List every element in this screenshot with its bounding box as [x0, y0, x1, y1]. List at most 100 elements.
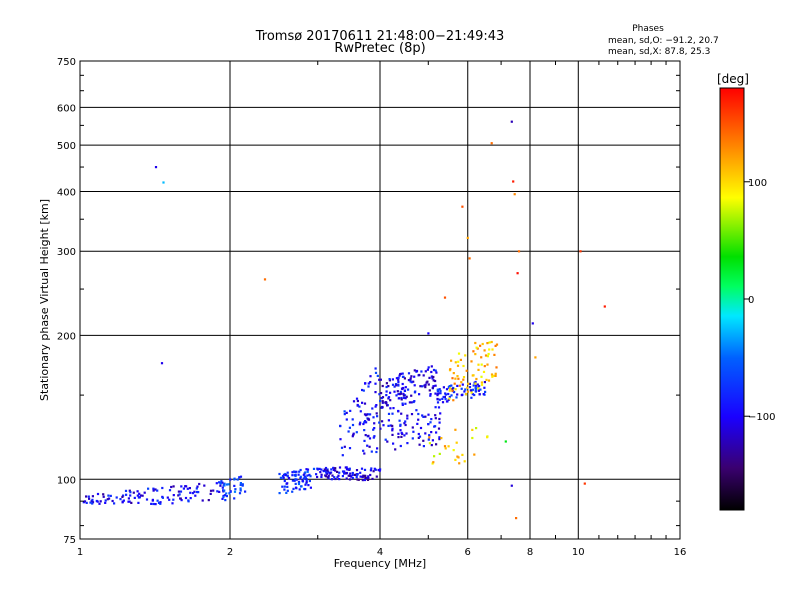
data-point — [145, 498, 149, 501]
data-point — [159, 501, 162, 504]
data-point — [160, 362, 164, 365]
data-point — [432, 375, 435, 379]
data-point — [162, 181, 165, 184]
data-point — [466, 236, 469, 239]
data-point — [343, 470, 346, 473]
data-point — [359, 475, 362, 478]
data-point — [339, 425, 342, 428]
data-point — [172, 494, 175, 497]
data-point — [330, 478, 333, 481]
data-point — [474, 387, 477, 390]
data-point — [437, 392, 440, 395]
data-point — [479, 388, 482, 391]
data-point — [348, 426, 351, 429]
data-point — [404, 386, 407, 389]
data-point — [400, 431, 403, 434]
data-point — [432, 368, 436, 372]
data-point — [430, 365, 433, 368]
data-point — [221, 497, 224, 500]
data-point — [351, 435, 354, 438]
x-tick-label: 4 — [377, 547, 383, 558]
data-point — [400, 392, 403, 395]
data-point — [121, 495, 124, 498]
data-point — [152, 487, 155, 490]
data-point — [87, 495, 90, 498]
data-point — [415, 369, 419, 373]
data-point — [431, 439, 434, 442]
data-point — [299, 475, 302, 478]
data-point — [413, 375, 416, 378]
data-point — [367, 382, 370, 385]
data-point — [385, 394, 388, 397]
data-point — [172, 498, 175, 501]
data-point — [486, 355, 489, 358]
y-tick-label: 600 — [57, 103, 76, 114]
data-point — [427, 332, 430, 335]
data-point — [308, 473, 311, 476]
data-point — [219, 482, 222, 485]
data-point — [374, 367, 377, 370]
data-point — [391, 424, 394, 427]
data-point — [325, 472, 328, 475]
data-point — [308, 479, 311, 483]
data-point — [228, 492, 231, 495]
data-point — [397, 432, 400, 435]
data-point — [386, 404, 389, 407]
data-point — [331, 474, 334, 477]
data-point — [402, 386, 405, 390]
data-point — [106, 498, 109, 501]
data-point — [345, 477, 348, 480]
colorbar-gradient — [719, 87, 745, 511]
data-point — [104, 499, 107, 502]
data-point — [379, 378, 382, 381]
data-point — [389, 424, 392, 427]
data-point — [440, 437, 443, 440]
data-point — [207, 499, 210, 502]
data-point — [293, 479, 296, 482]
data-point — [234, 488, 237, 491]
data-point — [185, 485, 188, 488]
data-point — [416, 422, 419, 425]
data-point — [387, 397, 390, 400]
data-point — [285, 491, 288, 494]
data-point — [286, 489, 289, 492]
data-point — [209, 492, 212, 495]
data-point — [378, 378, 381, 381]
data-point — [348, 474, 351, 477]
data-point — [133, 496, 136, 499]
data-point — [471, 388, 474, 391]
data-point — [403, 434, 406, 437]
data-point — [493, 353, 496, 356]
data-point — [327, 474, 330, 477]
y-tick-label: 200 — [57, 331, 76, 342]
data-point — [412, 380, 415, 383]
data-point — [424, 386, 427, 389]
y-axis-label: Stationary phase Virtual Height [km] — [38, 199, 51, 401]
data-point — [432, 461, 435, 464]
data-point — [458, 462, 461, 465]
data-point — [481, 342, 484, 346]
data-point — [441, 401, 445, 404]
data-point — [184, 496, 188, 500]
data-point — [96, 500, 99, 503]
data-point — [291, 471, 294, 474]
data-point — [189, 491, 192, 494]
data-point — [417, 412, 420, 416]
data-point — [404, 397, 407, 400]
data-point — [341, 470, 345, 473]
data-point — [222, 496, 225, 499]
data-point — [325, 471, 328, 474]
data-point — [198, 482, 201, 486]
data-point — [391, 429, 394, 432]
data-point — [418, 443, 421, 446]
data-point — [343, 413, 346, 416]
data-point — [468, 382, 471, 385]
data-point — [376, 415, 379, 418]
data-point — [348, 467, 351, 470]
data-point — [125, 493, 128, 496]
data-point — [372, 470, 375, 473]
data-point — [438, 417, 441, 421]
data-point — [374, 405, 377, 408]
data-point — [113, 502, 116, 505]
chart-title: Tromsø 20170611 21:48:00−21:49:43 — [255, 29, 505, 44]
